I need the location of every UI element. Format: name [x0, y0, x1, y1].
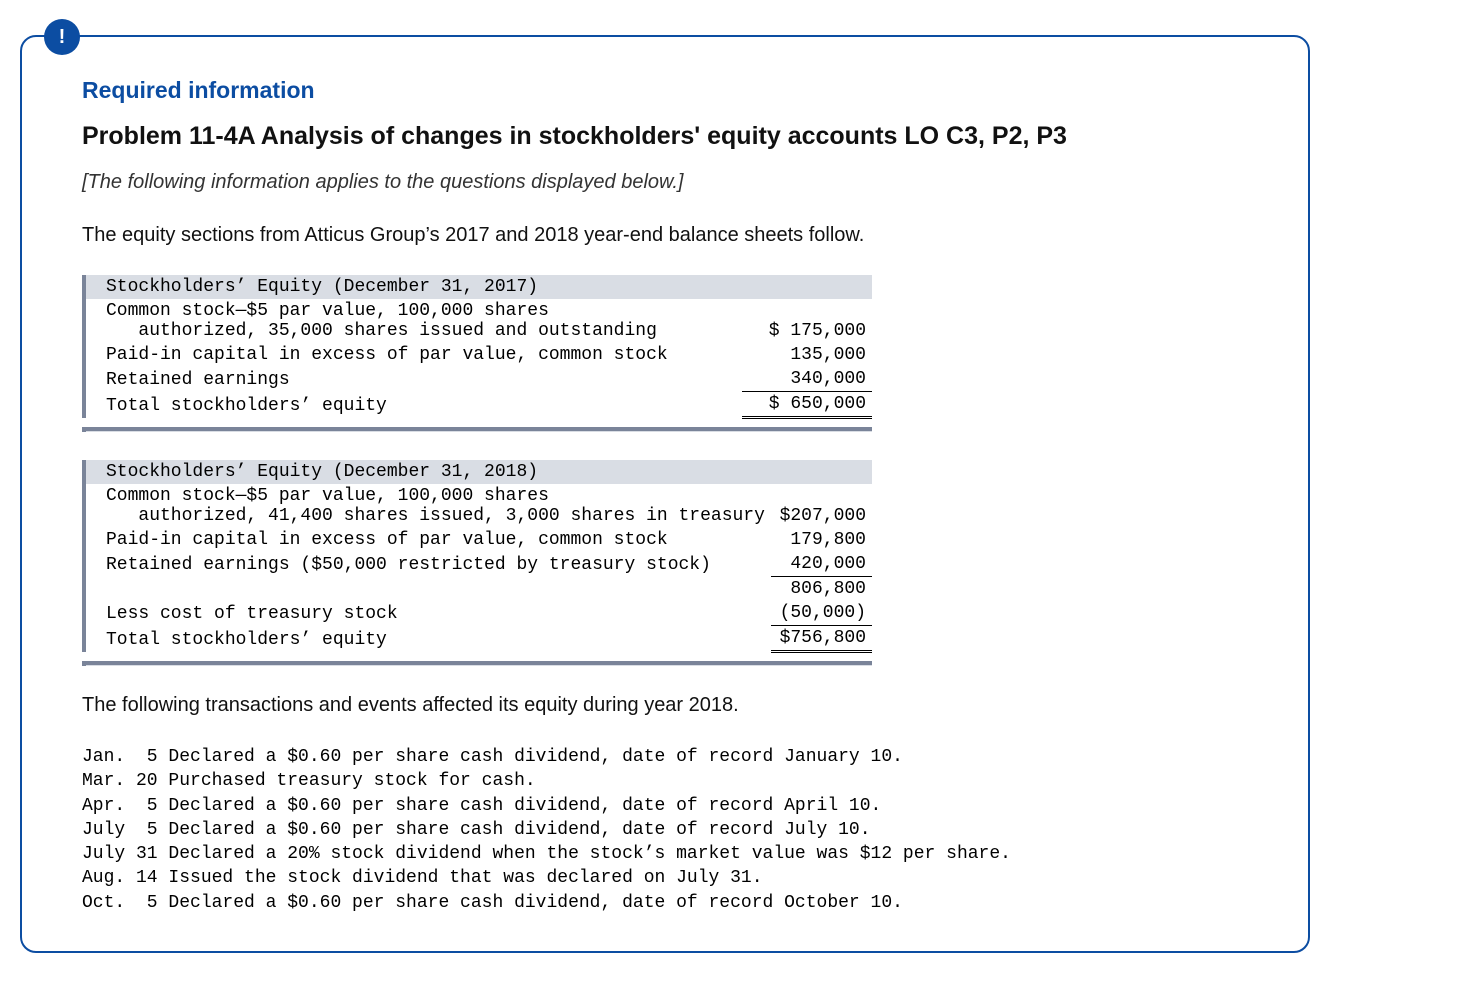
line-item-amount: $ 650,000	[742, 392, 872, 418]
line-item-amount: (50,000)	[771, 601, 872, 626]
line-item-label: Paid-in capital in excess of par value, …	[84, 528, 771, 552]
problem-title: Problem 11-4A Analysis of changes in sto…	[82, 122, 1248, 151]
table-header: Stockholders’ Equity (December 31, 2017)	[84, 275, 872, 299]
line-item-amount: 135,000	[742, 343, 872, 367]
line-item-amount: 806,800	[771, 577, 872, 602]
events-intro: The following transactions and events af…	[82, 694, 1248, 717]
equity-table-2018: Stockholders’ Equity (December 31, 2018)…	[82, 460, 872, 653]
line-item-label: Total stockholders’ equity	[84, 626, 771, 652]
line-item-label	[84, 577, 771, 602]
line-item-amount: 340,000	[742, 367, 872, 392]
exclamation-icon: !	[59, 26, 66, 49]
line-item-label: Total stockholders’ equity	[84, 392, 742, 418]
line-item-amount: 420,000	[771, 552, 872, 577]
line-item-label: Common stock—$5 par value, 100,000 share…	[84, 484, 771, 528]
table-separator	[82, 661, 872, 666]
info-badge: !	[44, 19, 80, 55]
line-item-label: Paid-in capital in excess of par value, …	[84, 343, 742, 367]
line-item-amount: $207,000	[771, 484, 872, 528]
line-item-label: Less cost of treasury stock	[84, 601, 771, 626]
line-item-label: Common stock—$5 par value, 100,000 share…	[84, 299, 742, 343]
equity-table-2017: Stockholders’ Equity (December 31, 2017)…	[82, 275, 872, 419]
line-item-amount: $ 175,000	[742, 299, 872, 343]
intro-text: The equity sections from Atticus Group’s…	[82, 224, 1248, 247]
problem-card: ! Required information Problem 11-4A Ana…	[20, 35, 1310, 953]
table-body-2018: Common stock—$5 par value, 100,000 share…	[84, 484, 872, 652]
table-body-2017: Common stock—$5 par value, 100,000 share…	[84, 299, 872, 418]
line-item-label: Retained earnings	[84, 367, 742, 392]
line-item-label: Retained earnings ($50,000 restricted by…	[84, 552, 771, 577]
line-item-amount: 179,800	[771, 528, 872, 552]
applies-note: [The following information applies to th…	[82, 171, 1248, 194]
events-list: Jan. 5 Declared a $0.60 per share cash d…	[82, 745, 1248, 921]
line-item-amount: $756,800	[771, 626, 872, 652]
table-separator	[82, 427, 872, 432]
required-info-label: Required information	[82, 77, 1248, 104]
table-header: Stockholders’ Equity (December 31, 2018)	[84, 460, 872, 484]
